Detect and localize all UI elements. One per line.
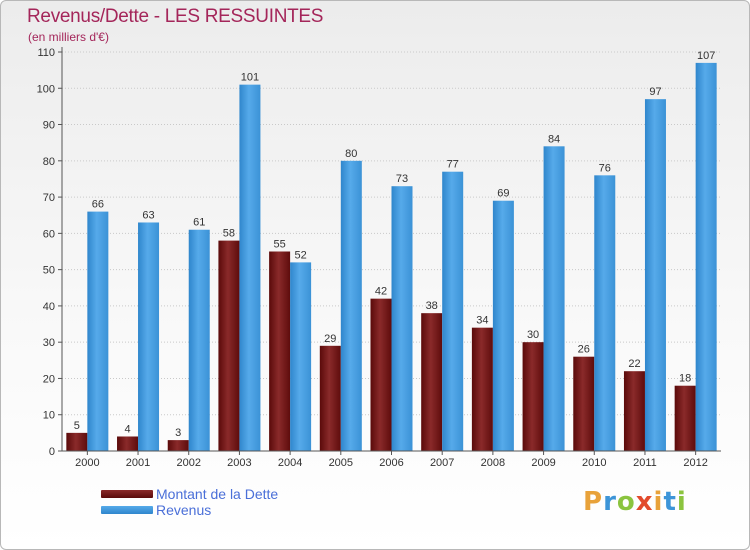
x-tick-label: 2010 (582, 457, 606, 469)
data-label-revenue: 76 (599, 162, 611, 174)
y-tick-label: 90 (43, 120, 55, 132)
proxiti-logo: Proxiti (583, 487, 687, 517)
bar-revenue (340, 160, 362, 451)
chart-subtitle: (en milliers d'€) (28, 30, 109, 44)
bar-debt (269, 251, 291, 451)
data-label-debt: 55 (273, 239, 285, 251)
data-label-debt: 38 (426, 300, 438, 312)
bar-debt (319, 345, 341, 451)
bar-revenue (188, 229, 210, 451)
x-tick-label: 2003 (227, 457, 251, 469)
x-tick-label: 2008 (481, 457, 505, 469)
x-tick-label: 2006 (379, 457, 403, 469)
bar-debt (117, 436, 139, 451)
logo-letter: t (663, 487, 677, 517)
x-tick-label: 2007 (430, 457, 454, 469)
bar-revenue (442, 171, 464, 451)
data-label-debt: 26 (578, 344, 590, 356)
y-tick-label: 60 (43, 228, 55, 240)
data-label-debt: 42 (375, 286, 387, 298)
bar-debt (471, 327, 493, 451)
data-label-revenue: 66 (92, 199, 104, 211)
bar-debt (218, 240, 240, 451)
y-tick-label: 20 (43, 373, 55, 385)
logo-letter: i (653, 487, 664, 517)
bar-debt (421, 313, 443, 451)
bar-debt (167, 440, 189, 451)
x-tick-label: 2000 (75, 457, 99, 469)
bar-debt (66, 432, 88, 451)
x-tick-label: 2012 (683, 457, 707, 469)
data-label-debt: 3 (175, 427, 181, 439)
x-tick-label: 2002 (176, 457, 200, 469)
x-tick-label: 2004 (278, 457, 302, 469)
bar-revenue (594, 175, 616, 451)
x-tick-label: 2001 (126, 457, 150, 469)
bar-revenue (543, 146, 565, 452)
data-label-debt: 34 (476, 315, 488, 327)
x-tick-label: 2011 (633, 457, 657, 469)
data-label-debt: 29 (324, 333, 336, 345)
y-tick-label: 100 (37, 83, 55, 95)
bar-revenue (492, 200, 514, 451)
logo-letter: o (616, 487, 636, 517)
y-tick-label: 50 (43, 265, 55, 277)
chart-title: Revenus/Dette - LES RESSUINTES (27, 6, 324, 27)
bar-revenue (290, 262, 312, 451)
bar-revenue (695, 62, 717, 452)
logo-letter: P (583, 487, 604, 517)
data-label-revenue: 84 (548, 133, 560, 145)
data-label-debt: 30 (527, 329, 539, 341)
bar-debt (623, 371, 645, 451)
data-label-debt: 22 (628, 358, 640, 370)
y-tick-label: 40 (43, 301, 55, 313)
y-tick-label: 70 (43, 192, 55, 204)
x-tick-label: 2009 (531, 457, 555, 469)
bar-revenue (87, 211, 109, 451)
bar-revenue (239, 84, 261, 452)
data-label-debt: 4 (124, 423, 130, 435)
y-tick-label: 0 (49, 446, 55, 458)
data-label-revenue: 52 (294, 249, 306, 261)
bar-debt (674, 385, 696, 451)
bar-revenue (138, 222, 160, 451)
legend-swatch-revenue (101, 506, 153, 514)
logo-letter: i (676, 487, 687, 517)
bar-debt (370, 298, 392, 451)
data-label-debt: 18 (679, 373, 691, 385)
bar-revenue (644, 99, 666, 452)
legend-label-debt: Montant de la Dette (156, 486, 279, 502)
bar-debt (573, 356, 595, 451)
data-label-debt: 58 (223, 228, 235, 240)
legend-swatch-debt (101, 490, 153, 498)
logo-letter: r (603, 487, 617, 517)
data-label-revenue: 63 (142, 209, 154, 221)
bar-revenue (391, 186, 413, 451)
data-label-revenue: 77 (447, 159, 459, 171)
data-label-revenue: 97 (649, 86, 661, 98)
bar-debt (522, 342, 544, 451)
y-tick-label: 80 (43, 156, 55, 168)
data-label-debt: 5 (74, 420, 80, 432)
data-label-revenue: 107 (697, 50, 715, 62)
legend-label-revenue: Revenus (156, 502, 212, 518)
y-tick-label: 110 (37, 47, 55, 59)
y-tick-label: 30 (43, 337, 55, 349)
data-label-revenue: 61 (193, 217, 205, 229)
x-tick-label: 2005 (329, 457, 353, 469)
y-tick-label: 10 (43, 410, 55, 422)
data-label-revenue: 101 (241, 72, 259, 84)
data-label-revenue: 69 (497, 188, 509, 200)
data-label-revenue: 80 (345, 148, 357, 160)
data-label-revenue: 73 (396, 173, 408, 185)
logo-letter: x (635, 487, 654, 517)
